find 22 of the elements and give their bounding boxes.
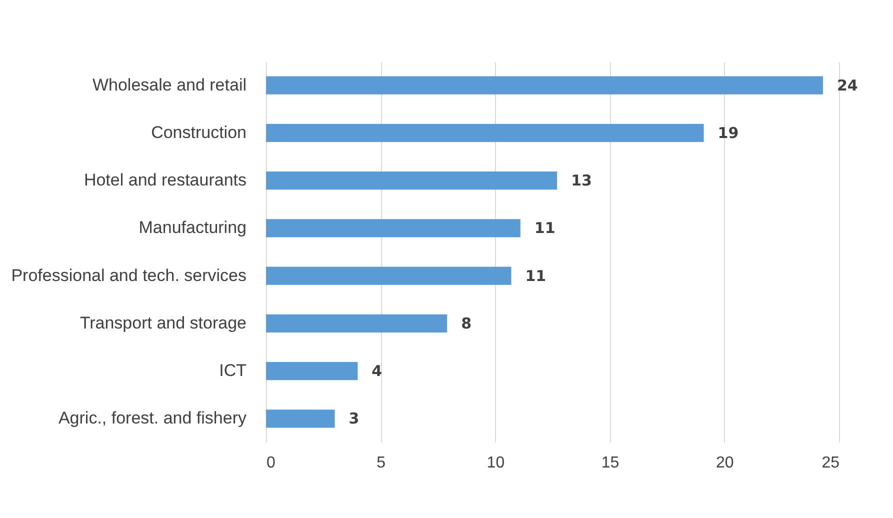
y-tick-label: Manufacturing <box>138 218 246 238</box>
x-tick-label: 10 <box>486 454 505 472</box>
x-tick-label: 0 <box>266 454 276 472</box>
y-tick-label: Construction <box>151 122 246 142</box>
x-tick-label: 5 <box>376 454 386 472</box>
y-tick-label: Transport and storage <box>80 313 246 332</box>
data-label: 3 <box>348 410 360 428</box>
data-label: 8 <box>461 314 472 332</box>
y-tick-label: Professional and tech. services <box>11 266 246 285</box>
data-label: 24 <box>836 76 858 94</box>
data-label: 4 <box>372 362 382 380</box>
y-tick-label: Agric., forest. and fishery <box>58 408 247 428</box>
x-tick-label: 15 <box>601 454 620 472</box>
y-tick-label: ICT <box>219 361 246 380</box>
data-label: 19 <box>718 124 739 142</box>
x-tick-label: 25 <box>822 454 840 472</box>
y-tick-label: Hotel and restaurants <box>84 170 246 190</box>
data-label: 13 <box>571 172 592 190</box>
y-tick-label: Wholesale and retail <box>92 75 246 94</box>
data-label: 11 <box>534 219 556 238</box>
data-label: 11 <box>525 266 546 285</box>
x-tick-label: 20 <box>716 454 734 472</box>
